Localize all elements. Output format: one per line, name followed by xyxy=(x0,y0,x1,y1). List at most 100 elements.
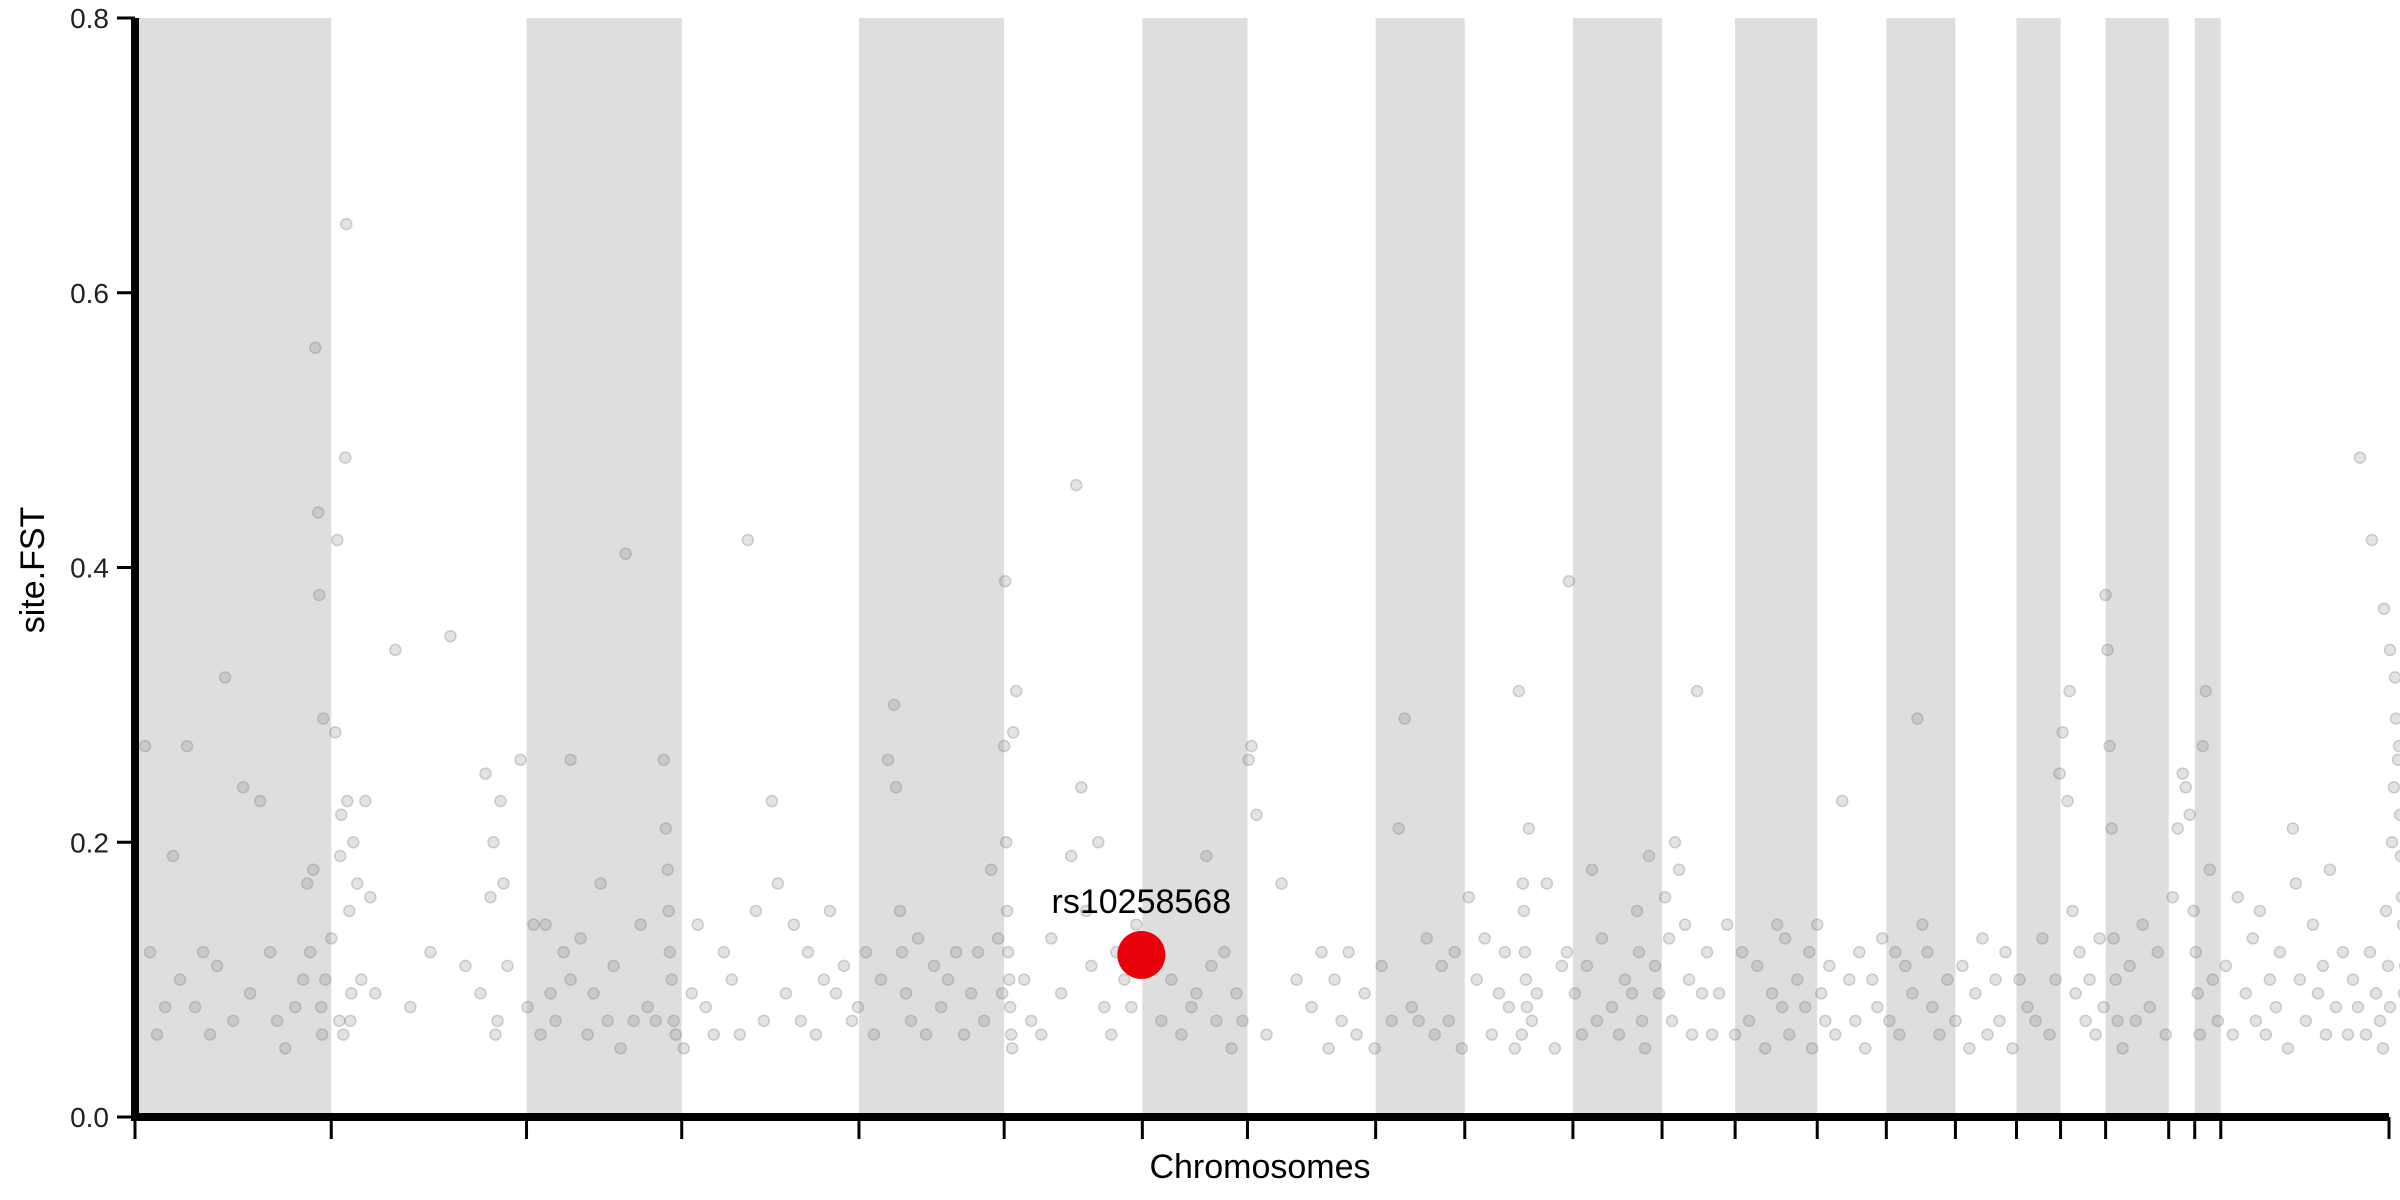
snp-point xyxy=(2109,973,2122,986)
snp-point xyxy=(2246,932,2260,945)
y-axis-ticks: 0.0 0.2 0.4 0.6 0.8 xyxy=(70,3,135,1133)
snp-point xyxy=(1004,1028,1018,1041)
snp-point xyxy=(180,739,194,753)
snp-point xyxy=(1315,945,1328,959)
snp-point xyxy=(1290,973,1303,986)
snp-point xyxy=(1770,918,1784,931)
snp-point xyxy=(1328,973,1341,986)
snp-point xyxy=(2341,1028,2355,1041)
snp-point xyxy=(312,588,326,602)
snp-point xyxy=(801,945,815,959)
snp-point xyxy=(2063,684,2076,698)
snp-point xyxy=(2359,1028,2373,1041)
snp-point xyxy=(243,987,257,1000)
snp-point xyxy=(315,1028,329,1041)
chromosome-band xyxy=(1572,18,1663,1117)
snp-point xyxy=(1070,478,1083,492)
snp-point xyxy=(1685,1028,1699,1041)
snp-point xyxy=(173,973,187,986)
snp-point xyxy=(1632,945,1646,959)
snp-point xyxy=(649,1014,662,1028)
snp-point xyxy=(1712,987,1726,1000)
snp-point xyxy=(1728,1028,1742,1041)
snp-point xyxy=(1933,1028,1946,1041)
snp-point xyxy=(345,987,358,1000)
snp-point xyxy=(288,1000,302,1014)
snp-point xyxy=(1515,1028,1529,1041)
snp-point xyxy=(1695,987,1709,1000)
snp-point xyxy=(627,1014,640,1028)
snp-point xyxy=(347,836,360,849)
snp-point xyxy=(659,822,672,835)
snp-point xyxy=(2388,671,2400,684)
snp-point xyxy=(1442,1014,1455,1028)
snp-point xyxy=(1956,959,1969,973)
snp-point xyxy=(2105,822,2118,835)
snp-point xyxy=(1092,836,1105,849)
x-axis-title: Chromosomes xyxy=(1149,1148,1370,1186)
snp-point xyxy=(2093,932,2106,945)
snp-point xyxy=(166,849,180,863)
snp-point xyxy=(253,794,267,808)
snp-point xyxy=(1250,808,1263,822)
snp-point xyxy=(404,1000,417,1014)
snp-point xyxy=(1512,684,1526,698)
snp-point xyxy=(1210,1014,1223,1028)
snp-point xyxy=(984,863,998,876)
snp-point xyxy=(351,877,364,890)
snp-point xyxy=(340,217,353,231)
snp-point xyxy=(364,890,377,904)
snp-point xyxy=(1485,1028,1499,1041)
snp-point xyxy=(1017,973,1031,986)
snp-point xyxy=(895,945,909,959)
snp-point xyxy=(2319,1028,2333,1041)
snp-point xyxy=(1802,945,1816,959)
snp-point xyxy=(549,1014,562,1028)
snp-point xyxy=(143,945,157,959)
snp-point xyxy=(343,904,356,918)
snp-point xyxy=(1765,987,1779,1000)
snp-point xyxy=(150,1028,164,1041)
y-tick-label: 0.6 xyxy=(70,278,109,309)
snp-point xyxy=(2101,643,2114,657)
snp-point xyxy=(2351,1000,2365,1014)
snp-point xyxy=(1322,1042,1335,1055)
snp-point xyxy=(1871,1000,1884,1014)
snp-point xyxy=(1642,849,1656,863)
snp-point xyxy=(1525,1014,1539,1028)
snp-point xyxy=(1595,932,1609,945)
snp-point xyxy=(2029,1014,2042,1028)
snp-point xyxy=(1662,932,1676,945)
snp-point xyxy=(1720,918,1734,931)
chromosome-band xyxy=(2105,18,2169,1117)
snp-point xyxy=(2289,877,2303,890)
snp-points xyxy=(138,217,2400,1055)
highlighted-snp: rs10258568 xyxy=(1052,883,1231,979)
snp-point xyxy=(2021,1000,2034,1014)
snp-point xyxy=(2394,849,2400,863)
snp-point xyxy=(607,959,620,973)
snp-point xyxy=(1993,1014,2006,1028)
snp-point xyxy=(574,932,587,945)
snp-point xyxy=(479,767,492,780)
snp-point xyxy=(1118,973,1131,986)
snp-point xyxy=(1005,1042,1019,1055)
snp-point xyxy=(1155,1014,1168,1028)
snp-point xyxy=(1530,987,1544,1000)
snp-point xyxy=(2053,767,2066,780)
snp-point xyxy=(1054,987,1068,1000)
snp-point xyxy=(1368,1042,1381,1055)
snp-point xyxy=(474,987,487,1000)
snp-point xyxy=(685,987,698,1000)
snp-point xyxy=(1492,987,1506,1000)
snp-point xyxy=(2396,919,2400,931)
snp-point xyxy=(1981,1028,1994,1041)
snp-point xyxy=(218,671,232,684)
snp-point xyxy=(1517,904,1531,918)
snp-point xyxy=(1648,959,1662,973)
snp-point xyxy=(733,1028,747,1041)
snp-point xyxy=(1883,1014,1896,1028)
snp-point xyxy=(459,959,472,973)
snp-point xyxy=(1218,945,1231,959)
snp-point xyxy=(1358,987,1371,1000)
